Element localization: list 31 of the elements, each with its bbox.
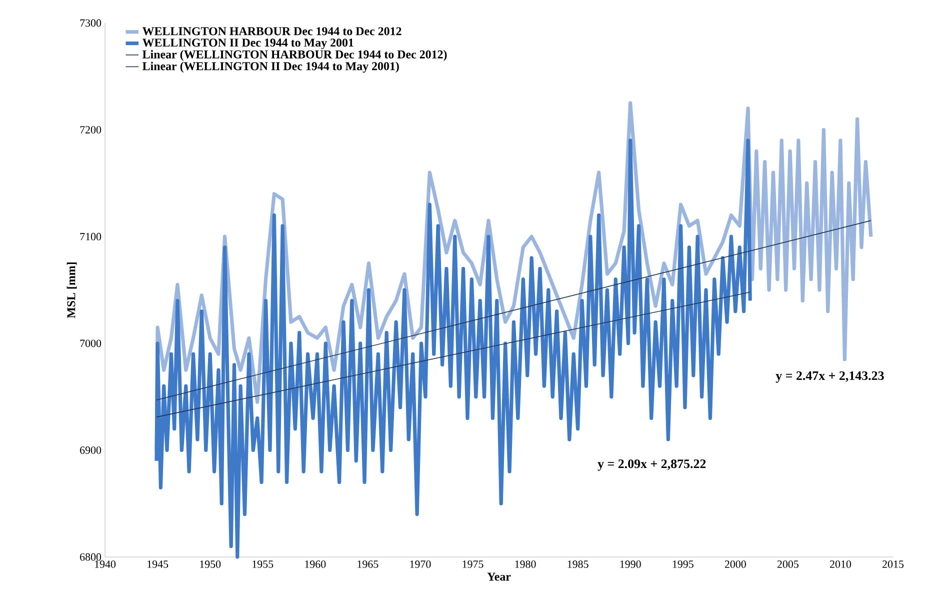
annotation: y = 2.09x + 2,875.22 bbox=[598, 459, 706, 471]
legend-label: WELLINGTON HARBOUR Dec 1944 to Dec 2012 bbox=[142, 27, 402, 36]
x-tick-label: 2005 bbox=[777, 560, 798, 568]
x-tick-label: 1950 bbox=[200, 560, 221, 568]
y-tick-label: 6800 bbox=[80, 553, 102, 561]
x-tick-label: 1960 bbox=[305, 560, 326, 568]
y-tick-label: 6900 bbox=[80, 446, 102, 454]
x-tick-label: 1990 bbox=[620, 560, 641, 568]
y-tick-label: 7300 bbox=[80, 19, 102, 27]
x-axis-title: Year bbox=[487, 572, 511, 581]
y-tick-label: 7200 bbox=[80, 126, 102, 134]
annotation: y = 2.47x + 2,143.23 bbox=[776, 371, 884, 383]
x-tick-label: 1975 bbox=[462, 560, 484, 568]
line-series bbox=[154, 138, 752, 559]
legend-label: Linear (WELLINGTON HARBOUR Dec 1944 to Dec 2012) bbox=[142, 50, 447, 61]
x-tick-label: 1955 bbox=[252, 560, 274, 568]
x-tick-label: 1980 bbox=[515, 560, 536, 568]
x-tick-label: 1945 bbox=[148, 560, 168, 568]
legend-label: WELLINGTON II Dec 1944 to May 2001 bbox=[142, 38, 354, 50]
x-tick-label: 1970 bbox=[410, 560, 431, 568]
y-tick-label: 7000 bbox=[80, 340, 102, 348]
x-tick-label: 1995 bbox=[672, 560, 694, 568]
legend-label: Linear (WELLINGTON II Dec 1944 to May 2001) bbox=[142, 62, 399, 73]
y-tick-label: 7100 bbox=[80, 232, 102, 240]
x-tick-label: 2000 bbox=[724, 560, 746, 568]
x-tick-label: 1940 bbox=[95, 560, 116, 568]
x-tick-label: 2015 bbox=[882, 560, 904, 568]
x-tick-label: 2010 bbox=[830, 560, 852, 568]
x-tick-label: 1985 bbox=[568, 560, 588, 568]
x-tick-label: 1965 bbox=[358, 560, 378, 568]
y-axis-title: MSL [mm] bbox=[66, 262, 77, 318]
